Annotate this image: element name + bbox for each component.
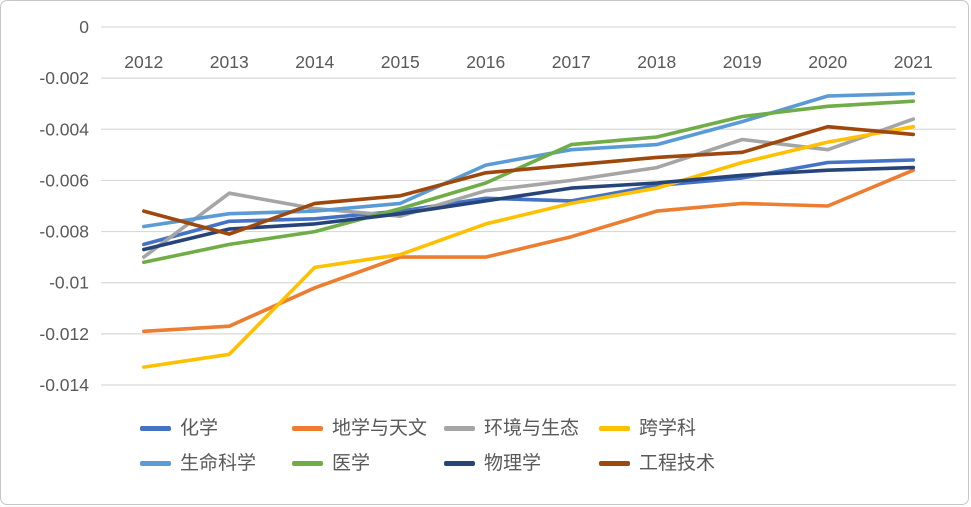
series-line-interdisciplinary <box>142 124 916 369</box>
y-tick-label: -0.006 <box>39 170 89 190</box>
y-tick-label: 0 <box>79 17 89 37</box>
series-line-life-science <box>142 91 916 229</box>
x-tick-label: 2015 <box>381 52 420 72</box>
x-tick-label: 2019 <box>723 52 762 72</box>
series-line-geoscience-astronomy <box>142 168 916 334</box>
y-tick-label: -0.002 <box>39 68 89 88</box>
series-line-physics <box>142 165 916 252</box>
y-tick-label: -0.01 <box>49 273 89 293</box>
x-tick-label: 2012 <box>124 52 163 72</box>
x-tick-label: 2020 <box>808 52 847 72</box>
y-axis-tick-labels: 0 -0.002 -0.004 -0.006 -0.008 -0.01 -0.012 -0.0… <box>39 17 89 395</box>
x-tick-label: 2016 <box>466 52 505 72</box>
series-line-environment-ecology <box>142 117 916 259</box>
y-tick-label: -0.008 <box>39 222 89 242</box>
series-lines <box>142 91 916 369</box>
x-tick-label: 2017 <box>552 52 591 72</box>
y-tick-label: -0.012 <box>39 324 89 344</box>
series-line-medicine <box>142 99 916 265</box>
x-axis-tick-labels: 2012 2013 2014 2015 2016 2017 2018 2019 2020 2021 <box>124 52 932 72</box>
gridlines <box>101 26 956 386</box>
y-tick-label: -0.004 <box>39 119 89 139</box>
series-line-engineering-tech <box>142 124 916 236</box>
x-tick-label: 2018 <box>637 52 676 72</box>
x-tick-label: 2014 <box>295 52 334 72</box>
x-tick-label: 2021 <box>894 52 933 72</box>
x-tick-label: 2013 <box>210 52 249 72</box>
y-tick-label: -0.014 <box>39 375 89 395</box>
